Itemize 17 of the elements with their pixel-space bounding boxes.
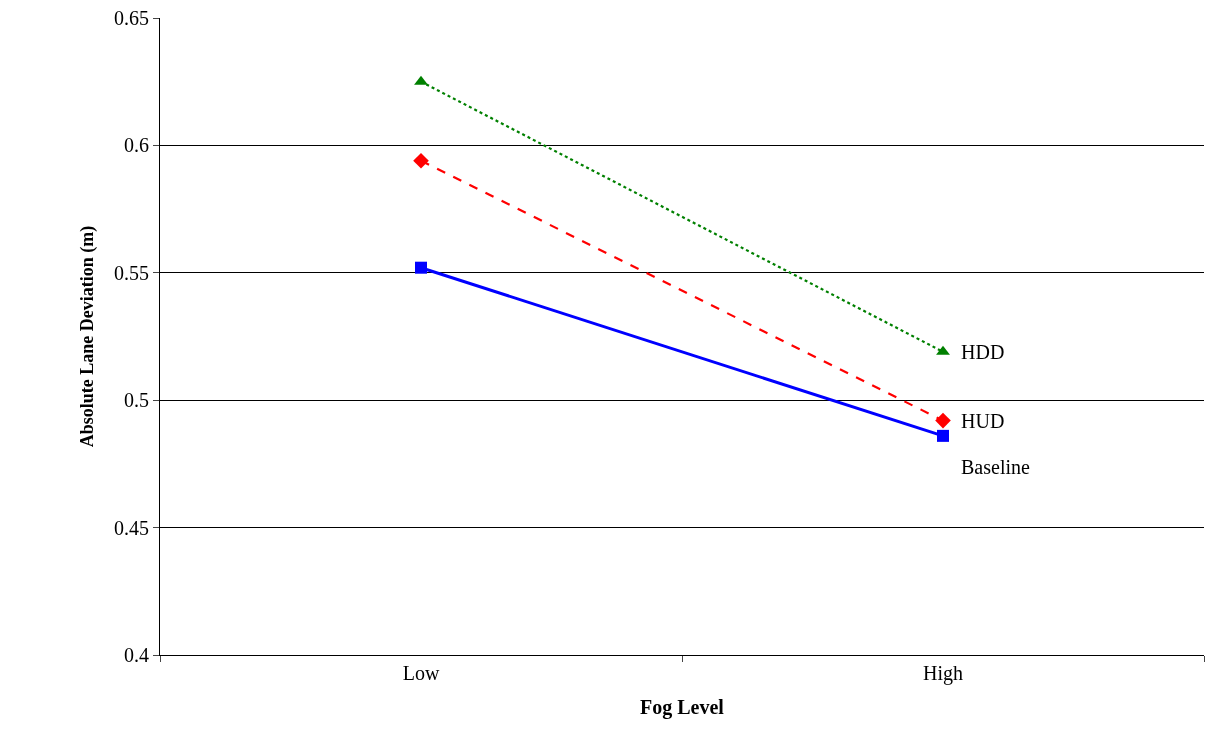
x-axis-title: Fog Level (640, 695, 725, 719)
series-label: Baseline (961, 456, 1030, 478)
x-tick-label: High (923, 662, 963, 685)
series-label: HDD (961, 341, 1005, 363)
point (415, 261, 427, 274)
y-tick-label: 0.45 (114, 516, 149, 539)
x-tick-label: Low (402, 662, 440, 684)
point (935, 412, 951, 429)
y-axis-title: Absolute Lane Deviation (m) (77, 225, 99, 448)
y-tick-label: 0.65 (114, 7, 149, 29)
y-tick-label: 0.5 (124, 389, 149, 412)
y-tick-label: 0.4 (124, 644, 149, 666)
y-tick-label: 0.55 (114, 261, 149, 284)
point (413, 152, 429, 169)
y-tick-label: 0.6 (124, 134, 149, 157)
point (937, 429, 949, 442)
series-label: HUD (961, 410, 1005, 432)
